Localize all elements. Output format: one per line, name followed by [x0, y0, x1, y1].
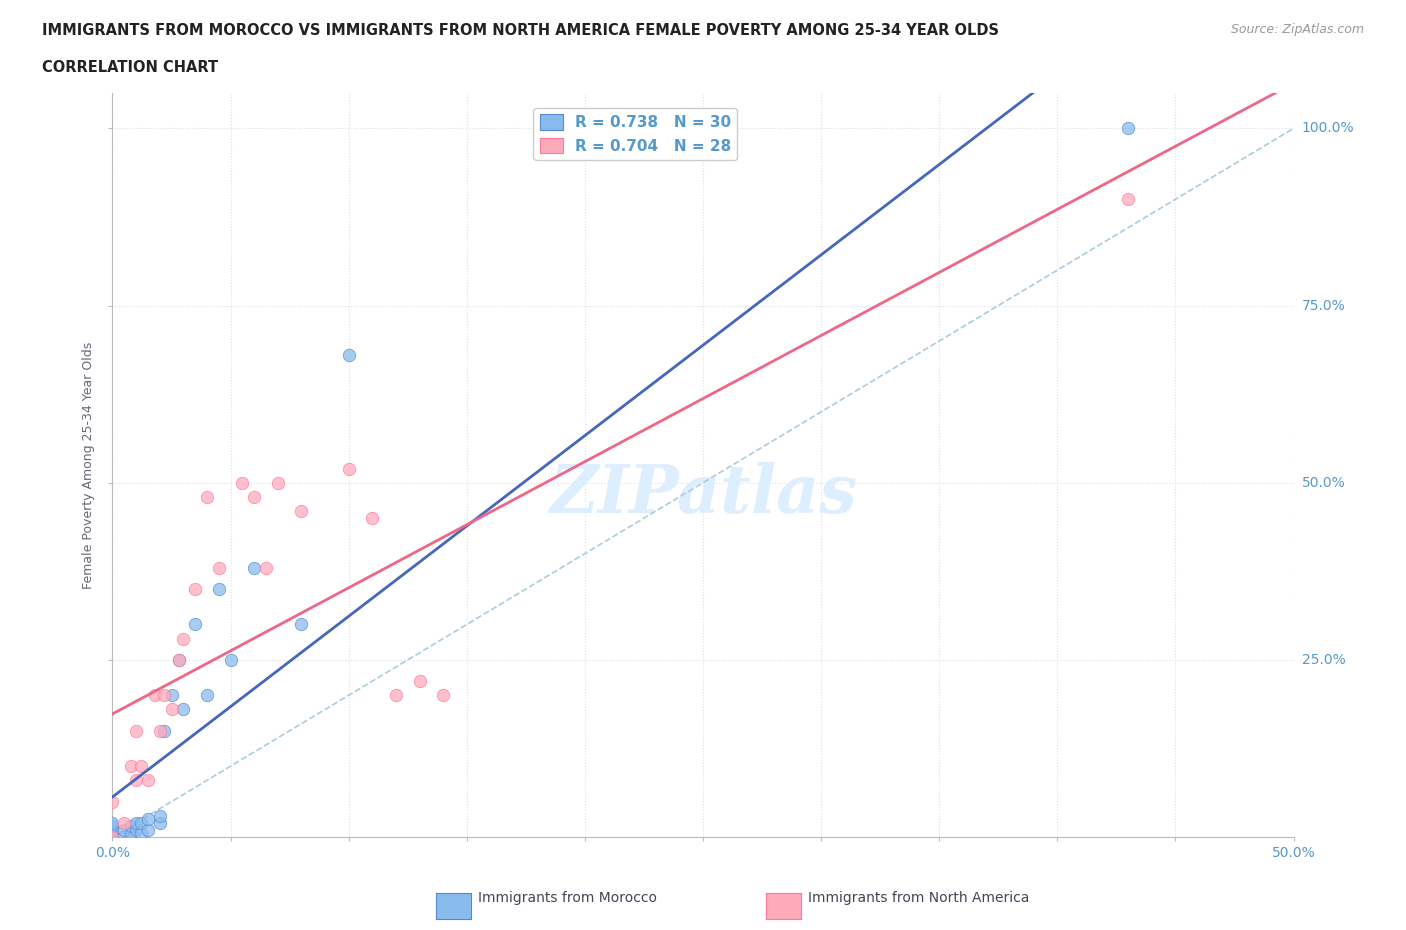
Point: [125, 724, 148, 738]
Point: [1116, 192, 1139, 206]
Point: [101, 819, 124, 834]
Point: [337, 461, 360, 476]
Point: [143, 688, 166, 703]
Point: [208, 581, 231, 596]
Text: Immigrants from Morocco: Immigrants from Morocco: [478, 891, 657, 905]
Point: [101, 794, 124, 809]
Point: [243, 560, 266, 575]
Point: [184, 581, 207, 596]
Text: 75.0%: 75.0%: [1302, 299, 1346, 312]
Text: IMMIGRANTS FROM MOROCCO VS IMMIGRANTS FROM NORTH AMERICA FEMALE POVERTY AMONG 25: IMMIGRANTS FROM MOROCCO VS IMMIGRANTS FR…: [42, 23, 1000, 38]
Text: 25.0%: 25.0%: [1302, 653, 1346, 667]
Point: [112, 816, 135, 830]
Point: [219, 653, 242, 668]
Text: ZIPatlas: ZIPatlas: [550, 462, 856, 527]
Point: [337, 348, 360, 363]
Point: [153, 724, 176, 738]
Point: [149, 724, 172, 738]
Point: [195, 489, 218, 504]
Point: [160, 702, 183, 717]
Point: [408, 673, 430, 688]
Point: [101, 830, 124, 844]
Point: [160, 688, 183, 703]
Point: [149, 816, 172, 830]
Point: [125, 822, 148, 837]
Point: [243, 489, 266, 504]
Point: [231, 475, 253, 490]
Point: [125, 773, 148, 788]
Point: [129, 816, 152, 830]
Point: [101, 826, 124, 841]
Y-axis label: Female Poverty Among 25-34 Year Olds: Female Poverty Among 25-34 Year Olds: [82, 341, 96, 589]
Point: [172, 702, 194, 717]
Point: [112, 830, 135, 844]
Text: 100.0%: 100.0%: [1302, 122, 1354, 136]
Point: [136, 773, 159, 788]
Text: CORRELATION CHART: CORRELATION CHART: [42, 60, 218, 75]
Text: Source: ZipAtlas.com: Source: ZipAtlas.com: [1230, 23, 1364, 36]
Point: [172, 631, 194, 646]
Point: [149, 808, 172, 823]
Point: [101, 828, 124, 843]
Point: [136, 822, 159, 837]
Point: [112, 822, 135, 837]
Point: [290, 617, 312, 631]
Point: [129, 826, 152, 841]
Point: [125, 816, 148, 830]
Legend: R = 0.738   N = 30, R = 0.704   N = 28: R = 0.738 N = 30, R = 0.704 N = 28: [533, 108, 737, 160]
Point: [167, 653, 190, 668]
Point: [136, 812, 159, 827]
Point: [184, 617, 207, 631]
Point: [385, 688, 408, 703]
Text: Immigrants from North America: Immigrants from North America: [808, 891, 1029, 905]
Point: [101, 830, 124, 844]
Point: [208, 560, 231, 575]
Point: [101, 816, 124, 830]
Point: [120, 826, 142, 841]
Point: [290, 504, 312, 519]
Point: [101, 822, 124, 837]
Point: [129, 759, 152, 774]
Point: [254, 560, 277, 575]
Point: [167, 653, 190, 668]
Text: 50.0%: 50.0%: [1302, 476, 1346, 490]
Point: [120, 819, 142, 834]
Point: [361, 511, 384, 525]
Point: [195, 688, 218, 703]
Point: [120, 759, 142, 774]
Point: [432, 688, 454, 703]
Point: [267, 475, 290, 490]
Point: [1116, 121, 1139, 136]
Point: [153, 688, 176, 703]
